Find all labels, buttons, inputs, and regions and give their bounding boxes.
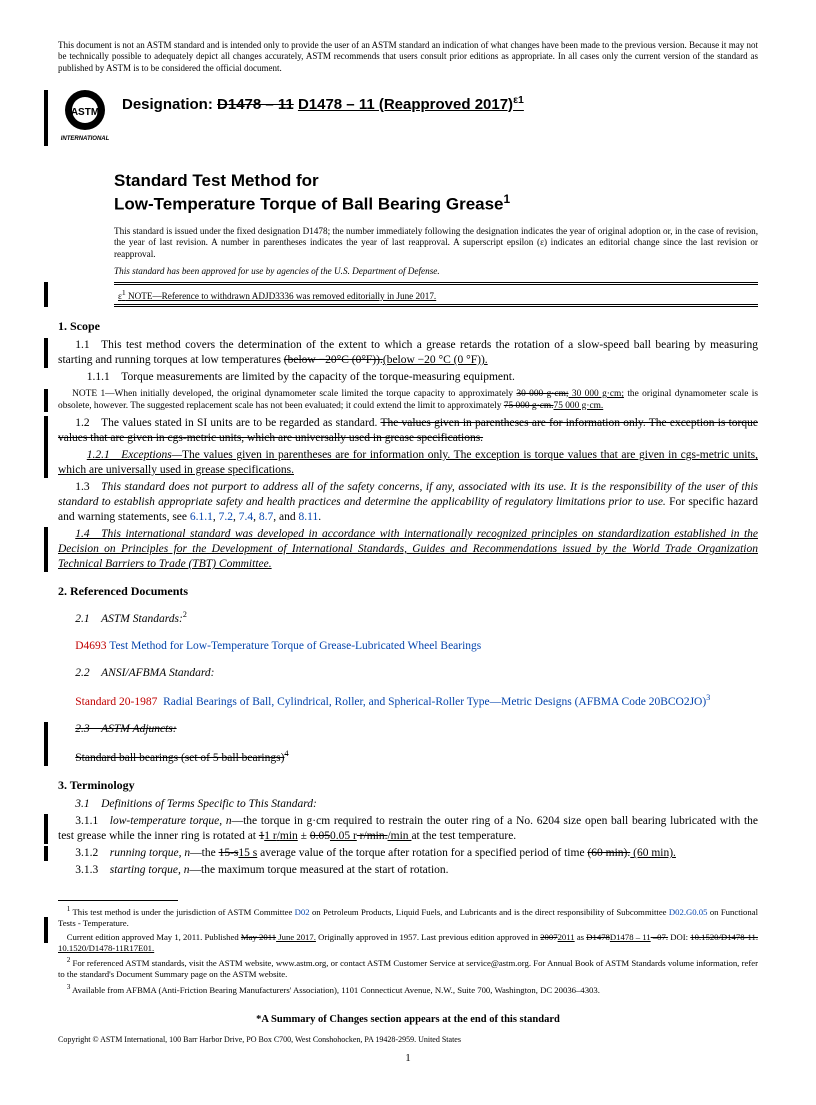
change-bar <box>44 722 48 766</box>
xref-link[interactable]: 7.2 <box>219 511 233 523</box>
para-1-1: 1.1 This test method covers the determin… <box>58 338 758 368</box>
change-bar <box>44 416 48 478</box>
summary-of-changes: *A Summary of Changes section appears at… <box>58 1014 758 1025</box>
xref-link[interactable]: 8.7 <box>259 511 273 523</box>
issuance-note: This standard is issued under the fixed … <box>114 226 758 261</box>
logo-subtext: INTERNATIONAL <box>61 136 110 142</box>
para-2-1: 2.1 ASTM Standards:2 <box>58 610 758 627</box>
change-bar <box>44 389 48 413</box>
epsilon-note: ε1 NOTE—Reference to withdrawn ADJD3336 … <box>114 282 758 307</box>
svg-text:ASTM: ASTM <box>71 107 99 118</box>
para-2-3: 2.3 ASTM Adjuncts: <box>58 722 758 738</box>
note-1: NOTE 1—When initially developed, the ori… <box>58 389 758 413</box>
para-1-3: 1.3 This standard does not purport to ad… <box>58 480 758 525</box>
xref-link[interactable]: 6.1.1 <box>190 511 213 523</box>
change-bar <box>44 90 48 146</box>
change-bar <box>44 917 48 943</box>
designation-label: Designation: <box>122 96 213 113</box>
change-bar <box>44 338 48 368</box>
para-1-2: 1.2 The values stated in SI units are to… <box>58 416 758 446</box>
para-3-1-1: 3.1.1 low-temperature torque, n—the torq… <box>58 814 758 844</box>
subcommittee-link[interactable]: D02.G0.05 <box>669 907 708 917</box>
dod-approval: This standard has been approved for use … <box>114 266 758 276</box>
standard-title: Standard Test Method for Low-Temperature… <box>114 170 758 216</box>
copyright: Copyright © ASTM International, 100 Barr… <box>58 1035 758 1044</box>
para-1-2-1: 1.2.1 Exceptions—The values given in par… <box>58 448 758 478</box>
para-3-1-3: 3.1.3 starting torque, n—the maximum tor… <box>58 863 758 878</box>
page-number: 1 <box>58 1052 758 1064</box>
change-bar <box>44 282 48 307</box>
designation-new: D1478 – 11 (Reapproved 2017)ε1 <box>298 96 524 113</box>
para-3-1: 3.1 Definitions of Terms Specific to Thi… <box>58 797 758 812</box>
section-3-head: 3. Terminology <box>58 778 758 793</box>
para-1-1-1: 1.1.1 Torque measurements are limited by… <box>58 370 758 385</box>
committee-link[interactable]: D02 <box>295 907 310 917</box>
header-row: ASTM INTERNATIONAL Designation: D1478 – … <box>58 88 758 142</box>
title-block: Standard Test Method for Low-Temperature… <box>114 170 758 216</box>
xref-link[interactable]: 8.11 <box>299 511 319 523</box>
top-disclaimer: This document is not an ASTM standard an… <box>58 40 758 74</box>
standard-link[interactable]: D4693 <box>75 640 106 652</box>
change-bar <box>44 846 48 861</box>
astm-logo: ASTM INTERNATIONAL <box>58 88 112 142</box>
footnote-rule <box>58 900 178 901</box>
ref-std20[interactable]: Standard 20-1987 Radial Bearings of Ball… <box>58 693 758 710</box>
change-bar <box>44 814 48 844</box>
section-1-head: 1. Scope <box>58 319 758 334</box>
para-3-1-2: 3.1.2 running torque, n—the 15-s15 s ave… <box>58 846 758 861</box>
footnotes: 1 This test method is under the jurisdic… <box>58 905 758 996</box>
change-bar <box>44 527 48 572</box>
ref-d4693: D4693 Test Method for Low-Temperature To… <box>58 639 758 655</box>
para-2-2: 2.2 ANSI/AFBMA Standard: <box>58 666 758 682</box>
xref-link[interactable]: 7.4 <box>239 511 253 523</box>
para-1-4: 1.4 This international standard was deve… <box>58 527 758 572</box>
designation-old: D1478 – 11 <box>217 96 294 113</box>
section-2-head: 2. Referenced Documents <box>58 584 758 599</box>
ref-adjunct: Standard ball bearings (set of 5 ball be… <box>58 749 758 766</box>
designation: Designation: D1478 – 11 D1478 – 11 (Reap… <box>122 94 524 113</box>
